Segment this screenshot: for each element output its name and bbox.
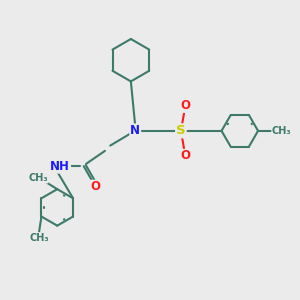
Text: S: S [176,124,186,137]
Text: N: N [130,124,140,137]
Text: CH₃: CH₃ [272,126,291,136]
Text: O: O [91,180,100,193]
Text: O: O [180,149,190,162]
Text: NH: NH [50,160,70,173]
Text: CH₃: CH₃ [29,233,49,243]
Text: CH₃: CH₃ [28,173,48,183]
Text: O: O [180,99,190,112]
